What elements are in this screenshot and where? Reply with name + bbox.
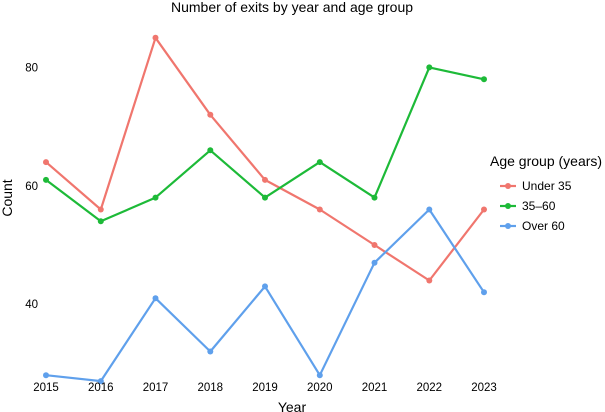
x-tick-label: 2015: [33, 382, 59, 394]
data-point: [481, 76, 487, 83]
data-point: [262, 194, 268, 201]
legend-label: 35–60: [522, 199, 556, 213]
legend-item: Under 35: [500, 179, 572, 193]
data-point: [97, 206, 104, 213]
data-point: [316, 159, 323, 166]
data-point: [97, 378, 104, 385]
data-point: [43, 159, 49, 166]
data-point: [152, 295, 159, 302]
x-tick-label: 2023: [471, 382, 497, 394]
x-tick-label: 2016: [88, 382, 114, 394]
data-point: [316, 372, 323, 379]
legend-item: Over 60: [500, 219, 565, 233]
data-point: [481, 289, 487, 296]
y-tick-label: 60: [25, 181, 38, 193]
data-point: [207, 147, 214, 154]
data-point: [316, 206, 323, 213]
y-axis-title: Count: [0, 179, 15, 216]
x-axis-title: Year: [278, 399, 307, 412]
x-tick-label: 2018: [197, 382, 223, 394]
data-point: [43, 372, 49, 379]
x-axis-ticks: 2015 2016 2017 2018 2019 2020 2021 2022 2023: [33, 382, 497, 394]
series-line: [44, 208, 486, 383]
data-point: [207, 348, 214, 355]
x-tick-label: 2017: [143, 382, 169, 394]
legend-key-point: [505, 183, 511, 189]
data-point: [43, 176, 49, 183]
data-point: [262, 176, 268, 183]
y-axis-ticks: 40 60 80: [25, 62, 38, 311]
data-point: [426, 64, 433, 71]
legend-label: Over 60: [522, 219, 565, 233]
plot-area: [43, 34, 487, 385]
data-point: [371, 242, 378, 248]
data-point: [371, 259, 378, 266]
x-tick-label: 2020: [307, 382, 333, 394]
data-point: [207, 111, 214, 118]
series-over-60: [43, 206, 487, 385]
legend-key-point: [505, 203, 511, 209]
data-point: [97, 218, 104, 225]
y-tick-label: 40: [25, 299, 38, 311]
series-line: [44, 36, 486, 282]
data-point: [371, 194, 378, 201]
series-35-60: [43, 64, 487, 225]
data-point: [152, 34, 159, 41]
data-point: [152, 194, 159, 201]
legend: Age group (years) Under 35 35–60 Over 60: [490, 153, 602, 233]
series-under-35: [43, 34, 487, 284]
data-point: [426, 206, 433, 213]
legend-key-point: [505, 223, 511, 229]
legend-item: 35–60: [500, 199, 556, 213]
x-tick-label: 2022: [416, 382, 442, 394]
chart-title: Number of exits by year and age group: [171, 0, 413, 15]
data-point: [426, 277, 433, 284]
data-point: [262, 283, 268, 290]
data-point: [481, 206, 487, 213]
x-tick-label: 2019: [252, 382, 278, 394]
legend-label: Under 35: [522, 179, 572, 193]
y-tick-label: 80: [25, 62, 38, 74]
x-tick-label: 2021: [362, 382, 388, 394]
legend-title: Age group (years): [490, 153, 602, 169]
